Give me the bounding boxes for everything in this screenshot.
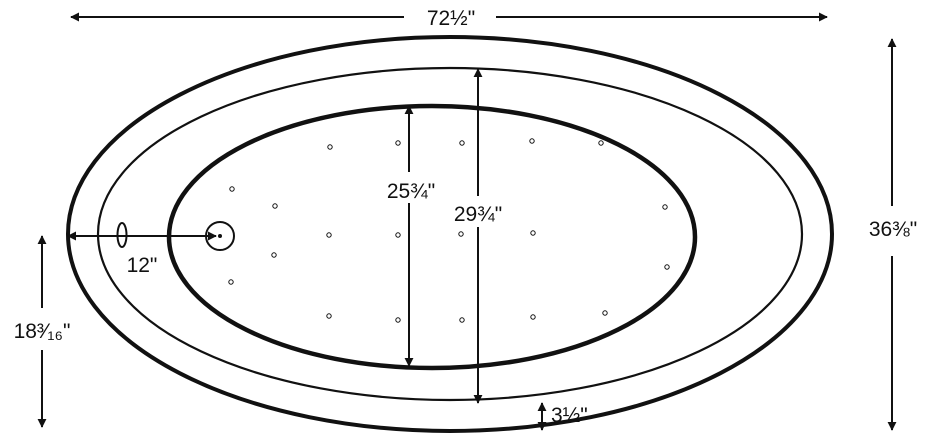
- jet-icon: [529, 138, 535, 144]
- rim-height-label: 3½": [551, 404, 588, 427]
- center-offset-label: 18³⁄₁₆": [14, 320, 71, 343]
- jet-icon: [271, 252, 277, 258]
- jet-icon: [326, 232, 332, 238]
- overall-length-label: 72½": [427, 7, 475, 30]
- jet-icon: [664, 264, 670, 270]
- jet-icon: [272, 203, 278, 209]
- jet-icon: [326, 313, 332, 319]
- jet-icon: [662, 204, 668, 210]
- tub-basin-floor: [166, 103, 698, 371]
- jet-icon: [459, 317, 465, 323]
- jet-icon: [602, 310, 608, 316]
- jet-group: [228, 138, 670, 323]
- jet-icon: [598, 140, 604, 146]
- mid-width-label: 29¾": [454, 203, 502, 226]
- inner-width-label: 25¾": [387, 180, 435, 203]
- jet-icon: [530, 230, 536, 236]
- jet-icon: [458, 231, 464, 237]
- drain-center-dot: [218, 234, 222, 238]
- tub-outer-rim: [66, 35, 834, 433]
- jet-icon: [395, 317, 401, 323]
- jet-icon: [229, 186, 235, 192]
- jet-icon: [395, 140, 401, 146]
- overall-width-label: 36⅜": [869, 218, 917, 241]
- jet-icon: [459, 140, 465, 146]
- jet-icon: [228, 279, 234, 285]
- jet-icon: [327, 144, 333, 150]
- jet-icon: [530, 314, 536, 320]
- jet-icon: [395, 232, 401, 238]
- drain-offset-label: 12": [127, 254, 158, 277]
